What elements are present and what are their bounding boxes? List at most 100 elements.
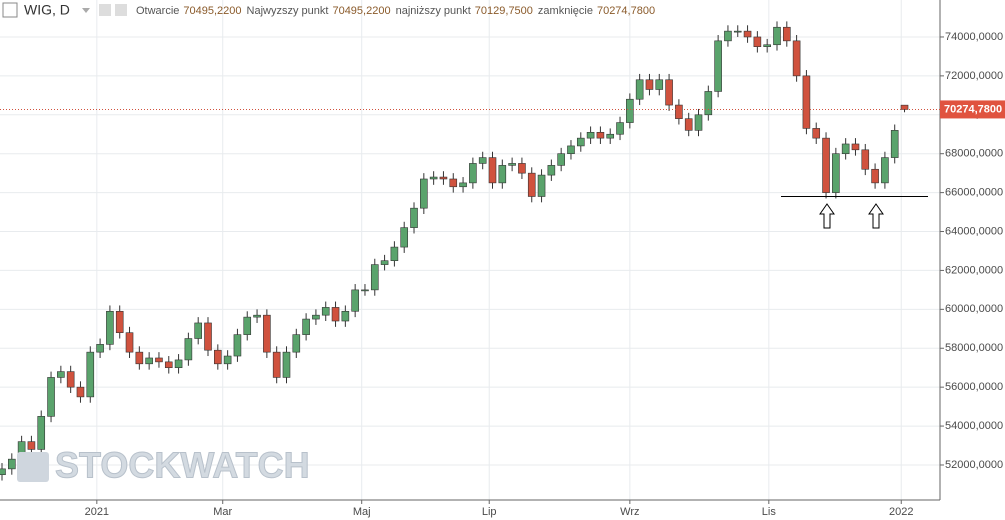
arrow-up bbox=[868, 203, 884, 229]
candle-body bbox=[145, 357, 153, 365]
candle-body bbox=[429, 176, 438, 180]
y-tick-label: 74000,0000 bbox=[945, 31, 1003, 43]
candle-body bbox=[792, 40, 801, 77]
arrow-up bbox=[819, 203, 835, 229]
chart-title: WIG, D bbox=[24, 2, 70, 18]
candle-body bbox=[478, 157, 487, 164]
candle-body bbox=[243, 316, 252, 335]
candle-body bbox=[233, 334, 242, 357]
candle-body bbox=[400, 227, 409, 248]
ohlc-name: Otwarcie bbox=[136, 5, 179, 17]
candle-body bbox=[763, 44, 771, 47]
candle-body bbox=[665, 79, 673, 106]
y-tick-label: 60000,0000 bbox=[945, 303, 1003, 315]
ohlc-name: zamknięcie bbox=[538, 5, 593, 17]
candle-body bbox=[714, 40, 722, 92]
candle-body bbox=[204, 322, 212, 351]
dropdown-icon[interactable] bbox=[82, 8, 90, 13]
x-tick-label: 2021 bbox=[85, 506, 109, 518]
candle-body bbox=[135, 351, 144, 365]
y-tick-label: 62000,0000 bbox=[945, 264, 1003, 276]
candle-body bbox=[76, 386, 85, 398]
x-tick-label: Lip bbox=[482, 506, 497, 518]
candle-body bbox=[282, 351, 291, 378]
candle-body bbox=[292, 334, 301, 353]
candle-body bbox=[498, 165, 507, 184]
candle-body bbox=[832, 153, 840, 193]
candle-body bbox=[370, 264, 379, 291]
candle-body bbox=[223, 355, 232, 365]
candle-body bbox=[125, 332, 134, 353]
candle-body bbox=[782, 26, 791, 42]
candle-body bbox=[645, 79, 654, 90]
candle-body bbox=[724, 30, 732, 42]
settings-icon[interactable] bbox=[99, 4, 111, 16]
candle-body bbox=[841, 143, 850, 154]
candle-body bbox=[802, 75, 811, 129]
candle-body bbox=[469, 163, 477, 184]
y-tick-label: 72000,0000 bbox=[945, 70, 1003, 82]
candle-body bbox=[527, 172, 536, 197]
x-tick-label: Wrz bbox=[620, 506, 639, 518]
last-price-label: 70274,7800 bbox=[944, 103, 1002, 115]
candle-body bbox=[871, 168, 879, 184]
watermark-icon bbox=[17, 452, 49, 482]
candle-body bbox=[861, 149, 870, 170]
candle-body bbox=[606, 133, 615, 139]
candle-body bbox=[8, 458, 16, 470]
candle-body bbox=[420, 178, 428, 209]
candle-body bbox=[733, 30, 742, 33]
candle-body bbox=[596, 131, 605, 139]
candle-body bbox=[900, 104, 909, 110]
candle-body bbox=[684, 118, 693, 131]
candle-body bbox=[390, 246, 399, 262]
candle-body bbox=[822, 137, 830, 193]
candle-body bbox=[704, 91, 713, 116]
candle-body bbox=[272, 351, 281, 378]
candle-body bbox=[675, 104, 683, 119]
candle-body bbox=[410, 207, 418, 228]
candle-body bbox=[537, 174, 546, 197]
candle-body bbox=[488, 157, 497, 184]
candle-body bbox=[164, 361, 173, 369]
candle-body bbox=[851, 143, 860, 151]
candle-body bbox=[27, 441, 36, 450]
candle-body bbox=[331, 307, 340, 322]
y-tick-label: 68000,0000 bbox=[945, 148, 1003, 160]
candle-body bbox=[155, 357, 163, 363]
candle-body bbox=[557, 153, 565, 166]
candle-body bbox=[37, 416, 46, 450]
candle-body bbox=[626, 98, 634, 123]
ohlc-value: 70274,7800 bbox=[597, 5, 655, 17]
candle-body bbox=[518, 163, 526, 174]
legend-header: WIG, D Otwarcie 70495,2200 Najwyzszy punkt… bbox=[2, 2, 655, 18]
candle-body bbox=[341, 310, 350, 322]
candle-body bbox=[174, 359, 183, 369]
candle-body bbox=[115, 310, 124, 333]
candle-body bbox=[694, 114, 703, 131]
grid bbox=[0, 0, 940, 500]
candle-body bbox=[214, 349, 222, 365]
candle-body bbox=[263, 314, 271, 353]
candle-body bbox=[321, 307, 330, 316]
candle-body bbox=[361, 289, 369, 292]
candle-body bbox=[96, 344, 104, 353]
y-tick-label: 52000,0000 bbox=[945, 459, 1003, 471]
candle-body bbox=[586, 131, 595, 139]
x-tick-label: Mar bbox=[213, 506, 232, 518]
ohlc-value: 70129,7500 bbox=[475, 5, 533, 17]
candle-body bbox=[576, 137, 585, 147]
candle-body bbox=[184, 338, 193, 361]
close-icon[interactable] bbox=[115, 4, 127, 16]
candle-body bbox=[194, 322, 202, 339]
candle-body bbox=[753, 36, 762, 47]
candle-body bbox=[773, 26, 781, 46]
watermark: STOCKWATCH bbox=[55, 445, 310, 486]
x-tick-label: Lis bbox=[762, 506, 777, 518]
candles bbox=[0, 21, 909, 481]
y-tick-label: 56000,0000 bbox=[945, 381, 1003, 393]
candle-body bbox=[439, 176, 448, 180]
menu-icon[interactable] bbox=[2, 2, 18, 18]
